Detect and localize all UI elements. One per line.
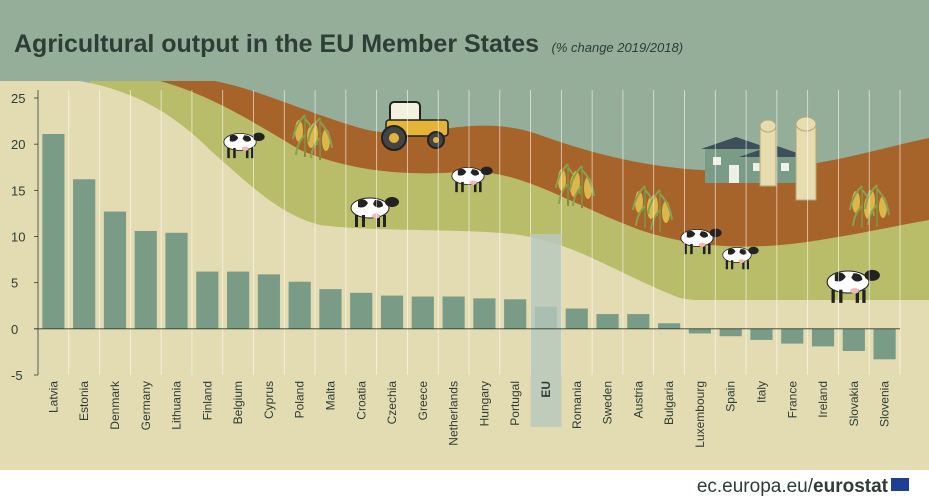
x-tick-label-belgium: Belgium	[231, 381, 245, 424]
footer-source[interactable]: ec.europa.eu/eurostat	[697, 476, 909, 498]
x-tick-label-netherlands: Netherlands	[447, 381, 461, 446]
y-tick-label: 0	[11, 322, 18, 337]
footer-brand: eurostat	[813, 476, 888, 497]
eu-highlight-column	[530, 234, 562, 427]
bar-eu[interactable]	[534, 306, 558, 329]
axes	[34, 90, 900, 375]
x-tick-label-estonia: Estonia	[77, 381, 91, 421]
bar-cyprus[interactable]	[257, 274, 280, 329]
bar-italy[interactable]	[750, 328, 773, 340]
bar-malta[interactable]	[319, 289, 342, 329]
bar-finland[interactable]	[196, 271, 219, 329]
y-tick-label: 10	[11, 230, 25, 245]
x-tick-label-denmark: Denmark	[108, 380, 122, 430]
y-tick-label: 20	[11, 137, 25, 152]
chart-title: Agricultural output in the EU Member Sta…	[14, 30, 683, 58]
x-tick-label-france: France	[785, 381, 799, 419]
x-tick-label-ireland: Ireland	[816, 381, 830, 418]
x-tick-label-latvia: Latvia	[46, 381, 60, 413]
x-tick-label-austria: Austria	[631, 381, 645, 419]
y-tick-label: -5	[11, 368, 23, 383]
bar-denmark[interactable]	[103, 211, 127, 329]
bar-slovakia[interactable]	[842, 328, 865, 351]
x-tick-label-cyprus: Cyprus	[262, 381, 276, 419]
bar-poland[interactable]	[288, 281, 311, 329]
x-tick-label-lithuania: Lithuania	[170, 381, 184, 430]
x-tick-label-croatia: Croatia	[354, 381, 368, 420]
bar-belgium[interactable]	[227, 271, 250, 329]
x-tick-label-eu: EU	[539, 381, 553, 398]
bar-czechia[interactable]	[380, 295, 404, 329]
x-tick-label-italy: Italy	[754, 381, 768, 403]
x-tick-label-germany: Germany	[139, 381, 153, 430]
bar-netherlands[interactable]	[442, 296, 465, 329]
bar-sweden[interactable]	[596, 314, 619, 329]
bar-portugal[interactable]	[504, 299, 527, 329]
bar-croatia[interactable]	[350, 292, 373, 329]
bar-spain[interactable]	[719, 328, 742, 337]
x-tick-label-hungary: Hungary	[477, 381, 491, 426]
x-tick-label-luxembourg: Luxembourg	[693, 381, 707, 448]
chart-title-main: Agricultural output in the EU Member Sta…	[14, 30, 539, 58]
bar-romania[interactable]	[565, 308, 588, 329]
bar-latvia[interactable]	[42, 134, 65, 329]
y-tick-label: 25	[11, 91, 25, 106]
x-tick-label-spain: Spain	[724, 381, 738, 412]
x-tick-label-sweden: Sweden	[601, 381, 615, 424]
eu-flag-icon	[891, 478, 909, 492]
footer-site: ec.europa.eu/	[696, 476, 814, 497]
bar-bulgaria[interactable]	[658, 323, 681, 329]
bar-ireland[interactable]	[811, 328, 835, 347]
bar-greece[interactable]	[411, 296, 434, 329]
bars	[42, 134, 896, 360]
y-tick-label: 15	[11, 183, 25, 198]
x-tick-label-finland: Finland	[200, 381, 214, 420]
bar-estonia[interactable]	[73, 179, 96, 329]
silo-icon	[759, 116, 817, 201]
x-tick-label-greece: Greece	[416, 381, 430, 421]
chart-subtitle: (% change 2019/2018)	[552, 40, 684, 55]
x-tick-label-slovenia: Slovenia	[878, 381, 892, 427]
x-tick-label-czechia: Czechia	[385, 381, 399, 425]
grid-lines	[37, 90, 901, 375]
x-tick-label-slovakia: Slovakia	[847, 381, 861, 427]
bar-austria[interactable]	[627, 314, 650, 329]
bar-lithuania[interactable]	[165, 232, 188, 329]
bar-france[interactable]	[781, 328, 804, 344]
bar-slovenia[interactable]	[873, 328, 896, 360]
y-tick-labels: -5 0 5 10 15 20 25	[11, 91, 38, 383]
x-tick-labels: Latvia Estonia Denmark Germany Lithuania Finl…	[46, 380, 891, 448]
x-tick-label-malta: Malta	[323, 381, 337, 411]
tractor-icon	[381, 101, 449, 151]
bar-hungary[interactable]	[473, 298, 496, 329]
eu-column-highlight	[530, 234, 562, 427]
y-tick-label: 5	[11, 276, 18, 291]
x-tick-label-bulgaria: Bulgaria	[662, 381, 676, 425]
x-tick-label-portugal: Portugal	[508, 381, 522, 426]
bar-germany[interactable]	[134, 230, 157, 329]
x-tick-label-poland: Poland	[293, 381, 307, 418]
bar-luxembourg[interactable]	[688, 328, 711, 334]
x-tick-label-romania: Romania	[570, 381, 584, 429]
